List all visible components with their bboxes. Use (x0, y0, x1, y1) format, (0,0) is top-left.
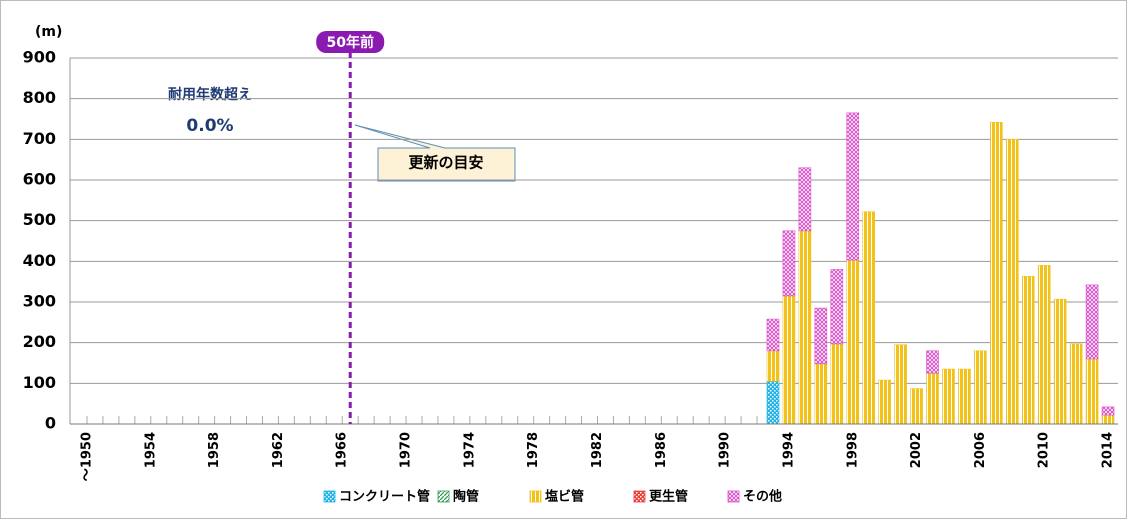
bar-segment (878, 379, 891, 425)
bar-segment (974, 350, 987, 425)
x-tick-label: 2014 (1101, 432, 1116, 468)
x-tick-label: 1978 (526, 432, 541, 468)
bar-segment (1037, 265, 1051, 425)
bar-segment (782, 295, 796, 425)
x-tick-label: 1990 (718, 432, 733, 468)
bar-segment (846, 259, 860, 425)
bar-segment (910, 388, 923, 425)
x-tick-label: 2010 (1037, 432, 1052, 468)
bar-segment (846, 112, 860, 261)
bar-segment (814, 363, 828, 425)
x-tick-label: 1982 (590, 432, 605, 468)
y-tick-label: 100 (23, 373, 56, 392)
marker-label: 50年前 (326, 34, 373, 51)
y-tick-label: 200 (23, 332, 56, 351)
x-tick-label: 1998 (845, 432, 860, 468)
y-tick-label: 900 (23, 48, 56, 67)
legend-label: その他 (743, 489, 782, 505)
marker-box (316, 31, 385, 53)
bar-segment (958, 368, 971, 425)
y-tick-label: 800 (23, 88, 56, 107)
legend-swatch (633, 490, 646, 503)
over-value: 0.0% (186, 116, 233, 136)
callout-box (354, 124, 516, 182)
bar-segment (1069, 343, 1083, 425)
bar-segment (942, 368, 955, 425)
legend-label: 陶管 (453, 489, 479, 505)
over-label: 耐用年数超え (168, 86, 252, 103)
bar-segment (1053, 298, 1067, 425)
legend-swatch (323, 490, 336, 503)
bar-segment (894, 344, 907, 425)
x-tick-label: 1962 (271, 432, 286, 468)
y-tick-label: 400 (23, 251, 56, 270)
x-tick-label: 1994 (781, 432, 796, 468)
bar-segment (1101, 406, 1115, 416)
y-tick-label: 600 (23, 170, 56, 189)
bar-segment (766, 318, 780, 352)
x-tick-label: ～1950 (79, 432, 94, 481)
bar-segment (798, 167, 812, 232)
legend-swatch (437, 490, 450, 503)
bar-segment (1085, 358, 1099, 425)
legend-label: コンクリート管 (339, 489, 430, 505)
x-tick-label: 1986 (654, 432, 669, 468)
unit-label: (m) (35, 24, 62, 40)
bar-segment (1005, 139, 1019, 425)
bar-segment (766, 350, 780, 382)
y-tick-label: 0 (45, 414, 56, 433)
bar-segment (782, 230, 796, 297)
bar-segment (1101, 414, 1115, 425)
bar-segment (926, 372, 939, 425)
x-tick-label: 1966 (335, 432, 350, 468)
x-tick-label: 2002 (909, 432, 924, 468)
bar-segment (926, 350, 939, 374)
bar-segment (830, 343, 844, 425)
x-tick-label: 1954 (143, 432, 158, 468)
bar-segment (1085, 284, 1099, 360)
x-tick-label: 1974 (462, 432, 477, 468)
bar-segment (862, 211, 876, 425)
bar-segment (990, 121, 1003, 425)
bar-segment (1021, 276, 1035, 425)
y-tick-label: 500 (23, 210, 56, 229)
legend-label: 塩ビ管 (545, 489, 584, 505)
x-tick-label: 1970 (399, 432, 414, 468)
x-tick-label: 2006 (973, 432, 988, 468)
legend-swatch (727, 490, 740, 503)
bar-segment (814, 307, 828, 365)
bar-segment (830, 269, 844, 345)
legend-swatch (529, 490, 542, 503)
legend-label: 更生管 (649, 489, 688, 505)
y-tick-label: 300 (23, 292, 56, 311)
callout-text: 更新の目安 (408, 154, 483, 172)
bar-segment (798, 230, 812, 425)
bar-segment (766, 380, 780, 425)
y-tick-label: 700 (23, 129, 56, 148)
x-tick-label: 1958 (207, 432, 222, 468)
